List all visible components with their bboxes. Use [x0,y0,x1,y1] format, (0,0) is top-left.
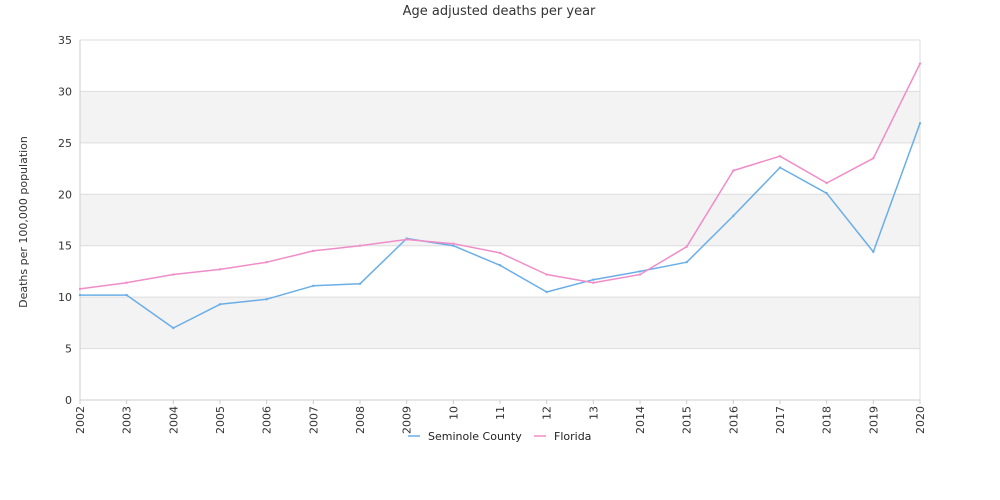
data-point[interactable] [778,155,782,158]
data-point[interactable] [265,298,268,301]
y-tick-label: 25 [58,137,72,150]
data-point[interactable] [265,260,268,264]
data-point[interactable] [358,282,362,285]
chart-title: Age adjusted deaths per year [403,4,596,19]
legend-label: Florida [554,430,591,443]
x-tick-label: 2004 [167,406,180,434]
y-tick-label: 35 [58,34,72,47]
x-tick-label: 2017 [774,406,787,434]
background-band [80,142,920,195]
data-point[interactable] [732,169,735,172]
y-tick-label: 5 [65,343,72,356]
x-tick-label: 2016 [727,406,740,434]
data-point[interactable] [545,290,548,294]
data-point[interactable] [312,284,315,288]
x-tick-label: 11 [494,406,507,420]
legend-item[interactable]: Florida [534,430,591,443]
y-axis-label: Deaths per 100,000 population [17,136,30,308]
data-point[interactable] [918,62,922,65]
data-point[interactable] [78,287,82,291]
data-point[interactable] [685,260,688,264]
x-tick-label: 2003 [121,406,134,434]
data-point[interactable] [452,242,455,245]
data-point[interactable] [825,192,828,195]
data-point[interactable] [125,281,128,284]
x-tick-label: 2007 [307,406,320,434]
background-band [80,40,920,92]
data-point[interactable] [358,244,362,247]
data-point[interactable] [685,245,688,248]
data-point[interactable] [638,270,642,273]
legend-label: Seminole County [428,430,522,443]
x-tick-label: 2009 [401,406,414,434]
legend-item[interactable]: Seminole County [408,430,522,443]
background-band [80,91,920,143]
x-tick-labels: 2002 2003 2004 2005 2006 2007 2008 2009 10 11 12 13… [74,406,927,434]
data-point[interactable] [498,264,502,267]
axes [79,40,921,404]
data-point[interactable] [872,250,875,254]
x-tick-label: 2014 [634,406,647,434]
y-tick-label: 10 [58,291,72,304]
x-tick-label: 2018 [821,406,834,434]
data-point[interactable] [545,273,548,276]
data-point[interactable] [218,303,222,306]
x-tick-label: 10 [447,406,460,420]
data-point[interactable] [172,273,175,276]
background-band [80,297,920,349]
y-tick-label: 20 [58,188,72,201]
x-tick-label: 2020 [914,406,927,434]
data-point[interactable] [872,157,875,160]
data-point[interactable] [498,251,502,255]
data-point[interactable] [78,293,82,297]
y-tick-label: 15 [58,240,72,253]
x-tick-label: 2008 [354,406,367,434]
background-band [80,245,920,298]
background-band [80,348,920,400]
y-tick-labels: 0 5 10 15 20 25 30 35 [58,34,72,407]
data-point[interactable] [592,278,595,281]
x-tick-label: 2002 [74,406,87,434]
legend[interactable]: Seminole County Florida [408,430,591,443]
data-point[interactable] [405,238,408,241]
y-tick-label: 0 [65,394,72,407]
data-point[interactable] [218,268,222,271]
data-point[interactable] [638,273,642,276]
data-point[interactable] [918,122,922,125]
data-point[interactable] [125,293,128,297]
x-tick-label: 2006 [261,406,274,434]
x-tick-label: 2015 [681,406,694,434]
background-bands [80,40,920,400]
x-tick-label: 12 [541,406,554,420]
data-point[interactable] [592,281,595,284]
x-tick-label: 2005 [214,406,227,434]
x-tick-label: 2019 [867,406,880,434]
background-band [80,194,920,246]
series-lines [78,62,922,330]
data-point[interactable] [452,244,455,247]
data-point[interactable] [312,249,315,253]
y-tick-label: 30 [58,85,72,98]
x-tick-label: 13 [587,406,600,420]
data-point[interactable] [778,166,782,169]
data-point[interactable] [825,181,828,185]
data-point[interactable] [732,214,735,218]
data-point[interactable] [172,326,175,330]
